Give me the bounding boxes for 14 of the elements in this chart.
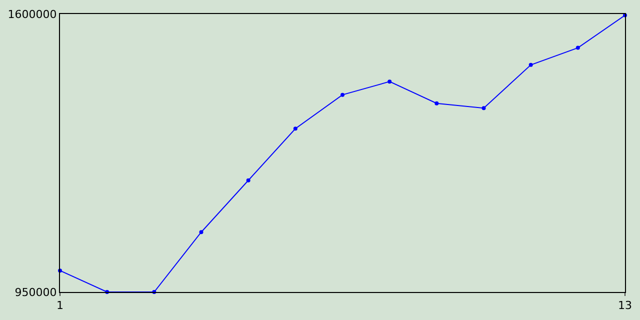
- x-tick-label: 13: [618, 299, 632, 312]
- point: [388, 80, 392, 84]
- x-tick-label: 1: [56, 299, 64, 312]
- point: [482, 106, 486, 110]
- point: [434, 101, 439, 106]
- point: [293, 126, 298, 131]
- point: [340, 92, 344, 97]
- y-tick-label: 950000: [14, 286, 57, 299]
- point: [528, 62, 533, 67]
- point: [199, 230, 204, 234]
- line-series: [58, 13, 627, 294]
- point: [246, 178, 250, 182]
- y-tick-label: 1600000: [8, 8, 57, 21]
- point: [576, 46, 580, 50]
